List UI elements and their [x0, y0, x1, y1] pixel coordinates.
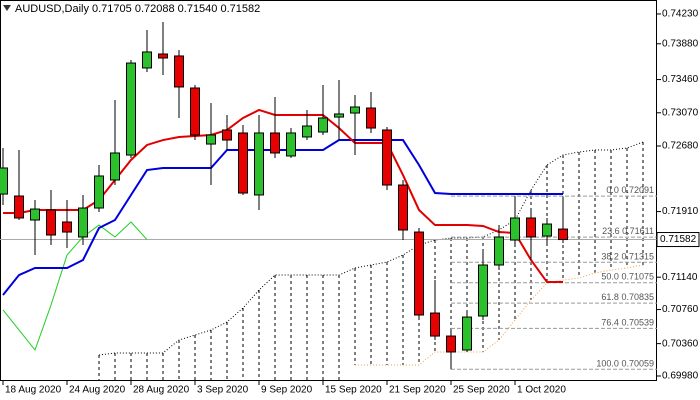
menu-icon — [3, 5, 11, 11]
candle-body — [0, 167, 8, 195]
y-tick-label: 0.73880 — [662, 38, 699, 49]
fib-label: 61.8 0.70835 — [601, 293, 654, 303]
candle-body — [126, 62, 136, 156]
candle-body — [206, 134, 216, 145]
x-tick-label: 15 Sep 2020 — [325, 385, 382, 396]
candle-body — [190, 87, 200, 136]
y-tick-label: 0.73070 — [662, 107, 699, 118]
fib-price: 0.71611 — [622, 226, 654, 236]
candle-body — [254, 132, 264, 196]
fib-level: 38.2 — [601, 252, 619, 262]
fib-level: 76.4 — [601, 318, 619, 328]
candle-body — [142, 51, 152, 69]
candle-body — [462, 316, 472, 351]
y-tick-label: 0.74230 — [662, 9, 699, 20]
fib-level: 23.6 — [602, 226, 620, 236]
chikou-line — [2, 221, 148, 352]
candle-body — [14, 195, 24, 219]
y-tick-label: 0.70760 — [662, 304, 699, 315]
candle-body — [222, 129, 232, 141]
candle-body — [158, 53, 168, 59]
fib-price: 0.70539 — [621, 318, 654, 328]
axes: 0.74230 0.73880 0.73460 0.73070 0.72680 0.719… — [2, 9, 700, 396]
candle-body — [270, 132, 280, 154]
cloud-lower — [355, 264, 644, 366]
fib-label: 23.6 0.71611 — [602, 226, 654, 236]
fib-price: 0.72091 — [621, 186, 654, 196]
fib-level: 0.0 — [606, 186, 619, 196]
candle-body — [558, 228, 568, 241]
candle-body — [414, 231, 424, 316]
kijun-line — [2, 139, 563, 296]
y-tick-label: 0.71910 — [662, 206, 699, 217]
fib-price: 0.71075 — [621, 272, 654, 282]
candle-body — [94, 175, 104, 209]
candle-body — [510, 217, 520, 241]
candle-body — [542, 223, 552, 237]
candle-body — [526, 217, 536, 238]
candle-body — [318, 117, 328, 133]
fib-label: 100.0 0.70059 — [596, 359, 654, 369]
y-tick-label: 0.71140 — [662, 272, 698, 283]
fib-level: 61.8 — [601, 293, 619, 303]
candle-body — [366, 107, 376, 129]
chart-title: AUDUSD,Daily 0.71705 0.72088 0.71540 0.7… — [15, 3, 260, 15]
fib-price: 0.71315 — [621, 252, 654, 262]
fib-label: 50.0 0.71075 — [601, 272, 654, 282]
x-tick-label: 24 Aug 2020 — [69, 385, 126, 396]
fib-label: 0.0 0.72091 — [606, 186, 654, 196]
fib-level: 50.0 — [601, 272, 619, 282]
candle-body — [302, 125, 312, 138]
x-tick-label: 28 Aug 2020 — [133, 385, 190, 396]
y-tick-label: 0.72680 — [662, 141, 699, 152]
fib-label: 76.4 0.70539 — [601, 318, 654, 328]
y-tick-label: 0.73460 — [662, 74, 699, 85]
candle-body — [334, 113, 344, 118]
x-tick-label: 9 Sep 2020 — [261, 385, 313, 396]
fib-price: 0.70835 — [621, 293, 654, 303]
candle-body — [78, 207, 88, 238]
candle-body — [62, 221, 72, 233]
candle-body — [286, 132, 296, 157]
candle-body — [494, 236, 504, 266]
candle-body — [446, 335, 456, 353]
x-tick-label: 25 Sep 2020 — [453, 385, 510, 396]
candle-body — [398, 184, 408, 231]
candle-body — [478, 264, 488, 317]
y-tick-label: 0.70360 — [662, 338, 699, 349]
plot: 0.0 0.72091 23.6 0.71611 38.2 0.71315 50.0 … — [0, 21, 657, 380]
fib-label: 38.2 0.71315 — [601, 252, 654, 262]
x-tick-label: 3 Sep 2020 — [197, 385, 249, 396]
fib-price: 0.70059 — [621, 359, 654, 369]
candle-body — [430, 312, 440, 337]
candle-body — [174, 55, 184, 88]
x-tick-label: 18 Aug 2020 — [5, 385, 62, 396]
candle-body — [30, 208, 40, 221]
x-tick-label: 1 Oct 2020 — [517, 385, 566, 396]
x-tick-label: 21 Sep 2020 — [389, 385, 446, 396]
candle-body — [238, 132, 248, 194]
price-box — [656, 232, 700, 248]
fib-level: 100.0 — [596, 359, 619, 369]
candle-body — [382, 129, 392, 186]
candle-body — [110, 152, 120, 181]
candle-body — [350, 106, 360, 114]
y-tick-label: 0.69980 — [662, 371, 699, 382]
price-label: 0.71582 — [660, 234, 697, 245]
candle-body — [46, 209, 56, 236]
